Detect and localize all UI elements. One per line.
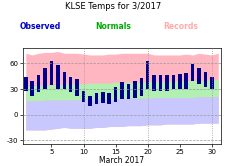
Bar xyxy=(62,72,66,89)
Bar xyxy=(43,68,47,89)
Bar xyxy=(190,64,194,81)
Bar xyxy=(171,75,174,89)
Text: Records: Records xyxy=(163,22,197,31)
Bar xyxy=(184,73,187,89)
Bar xyxy=(56,65,59,89)
Bar xyxy=(133,81,136,98)
Bar xyxy=(203,72,206,87)
Bar xyxy=(164,75,168,91)
Bar xyxy=(37,75,40,92)
Text: Observed: Observed xyxy=(20,22,61,31)
Text: KLSE Temps for 3/2017: KLSE Temps for 3/2017 xyxy=(65,2,160,11)
Bar xyxy=(177,74,181,89)
Bar xyxy=(30,81,34,96)
Bar xyxy=(158,75,162,91)
Bar xyxy=(88,96,91,106)
Bar xyxy=(101,92,104,103)
Bar xyxy=(139,78,142,96)
Bar xyxy=(145,61,149,89)
Bar xyxy=(75,79,79,96)
Bar xyxy=(196,68,200,84)
Bar xyxy=(50,61,53,85)
Bar xyxy=(69,77,72,92)
Bar xyxy=(126,84,130,99)
Bar xyxy=(24,77,27,91)
Bar xyxy=(113,87,117,102)
Bar xyxy=(209,77,213,89)
Bar xyxy=(120,82,123,99)
Text: Normals: Normals xyxy=(95,22,130,31)
Bar xyxy=(94,93,98,104)
Bar xyxy=(107,93,110,104)
X-axis label: March 2017: March 2017 xyxy=(99,156,144,165)
Bar xyxy=(81,91,85,102)
Bar xyxy=(152,75,155,91)
